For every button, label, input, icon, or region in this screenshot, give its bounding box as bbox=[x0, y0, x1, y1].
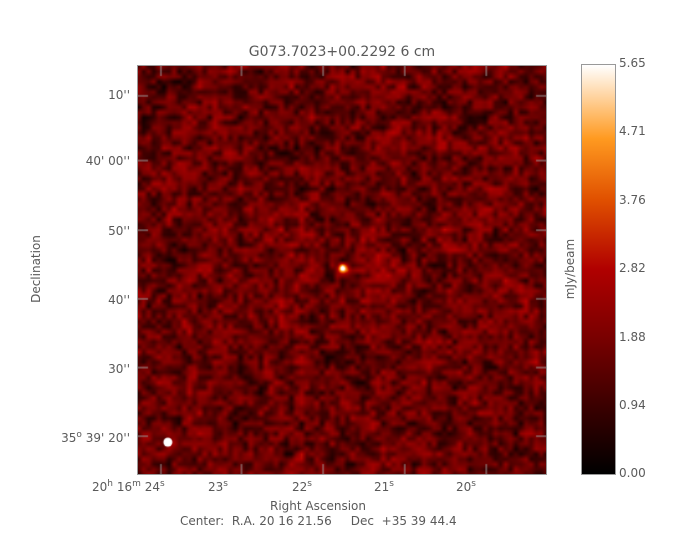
colorbar-tick-label: 5.65 bbox=[619, 56, 646, 70]
colorbar bbox=[581, 64, 616, 475]
colorbar-tick-label: 4.71 bbox=[619, 124, 646, 139]
colorbar-label: mJy/beam bbox=[563, 238, 577, 300]
colorbar-tick-label: 0.00 bbox=[619, 466, 646, 480]
y-tick-label: 10'' bbox=[108, 88, 130, 102]
colorbar-tick-label: 2.82 bbox=[619, 261, 646, 276]
colorbar-tick-label: 0.94 bbox=[619, 397, 646, 412]
radio-map-image bbox=[137, 65, 547, 475]
center-coordinates: Center: R.A. 20 16 21.56 Dec +35 39 44.4 bbox=[180, 514, 457, 528]
x-tick-label: 20h 16m 24s bbox=[92, 479, 165, 494]
y-axis-label: Declination bbox=[29, 235, 43, 303]
x-tick-label: 23s bbox=[208, 479, 228, 494]
y-tick-label: 30'' bbox=[108, 362, 130, 376]
chart-title: G073.7023+00.2292 6 cm bbox=[248, 44, 436, 60]
y-tick-label: 40'' bbox=[108, 293, 130, 307]
y-tick-label: 35o 39' 20'' bbox=[61, 430, 130, 445]
x-tick-label: 21s bbox=[374, 479, 394, 494]
y-tick-label: 50'' bbox=[108, 224, 130, 238]
colorbar-tick-label: 3.76 bbox=[619, 193, 646, 208]
y-tick-label: 40' 00'' bbox=[85, 154, 130, 168]
colorbar-tick-label: 1.88 bbox=[619, 329, 646, 344]
x-tick-label: 20s bbox=[456, 479, 476, 494]
x-axis-label: Right Ascension bbox=[270, 499, 366, 513]
x-tick-label: 22s bbox=[292, 479, 312, 494]
